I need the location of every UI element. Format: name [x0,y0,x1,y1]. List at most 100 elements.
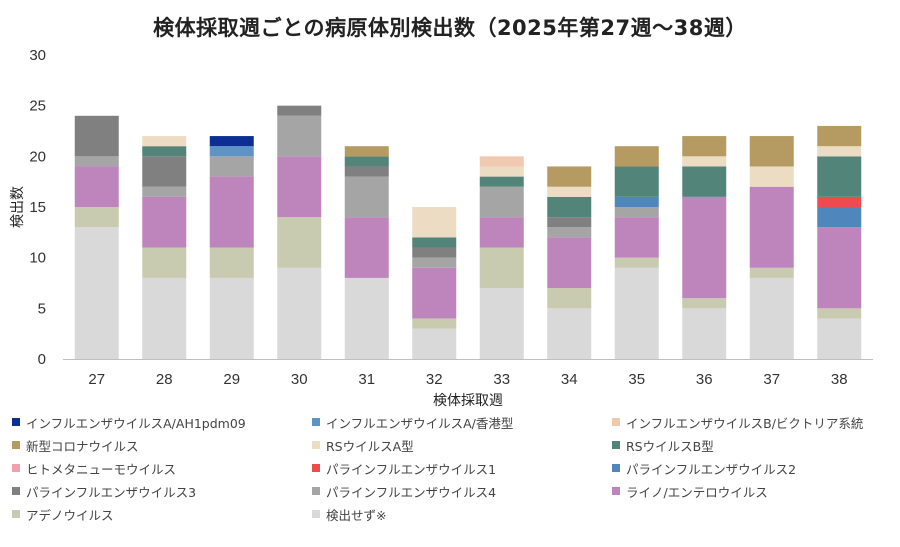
legend-label: インフルエンザウイルスB/ビクトリア系統 [626,415,864,431]
bar-segment [479,186,524,218]
bar-segment [209,176,254,248]
x-tick-label: 33 [493,371,510,388]
bar-segment [412,267,457,319]
bar-segment [614,207,659,218]
bar-segment [142,186,187,197]
legend-item: インフルエンザウイルスA/香港型 [312,414,612,431]
legend-label: インフルエンザウイルスA/香港型 [326,415,514,431]
bar-segment [614,146,659,167]
bar-segment [479,247,524,289]
bar-segment [614,267,659,359]
bar-segment [412,257,457,268]
bar-segment [682,166,727,197]
legend-item: 検出せず※ [312,506,612,523]
x-axis-title: 検体採取週 [433,393,503,409]
bar-segment [817,227,862,309]
y-tick-label: 25 [29,98,46,115]
bar-segment [749,166,794,187]
bar-segment [547,288,592,309]
bar-segment [209,156,254,177]
bar-segment [412,318,457,329]
legend-label: パラインフルエンザウイルス4 [326,484,497,500]
legend-swatch-icon [12,487,20,495]
bar-segment [412,247,457,258]
bar-segment [479,166,524,177]
x-tick-label: 28 [156,371,173,388]
x-tick-label: 31 [358,371,375,388]
legend-item: 新型コロナウイルス [12,437,312,454]
legend-item: RSウイルスB型 [612,437,900,454]
bar-segment [344,156,389,167]
legend-label: パラインフルエンザウイルス2 [626,461,797,477]
bar-segment [547,217,592,228]
bar-segment [547,166,592,187]
bar-segment [277,156,322,218]
bar-segment [344,166,389,177]
legend-swatch-icon [612,418,620,426]
legend-swatch-icon [612,487,620,495]
bar-segment [479,176,524,187]
legend-swatch-icon [312,510,320,518]
bar-segment [479,217,524,248]
bar-segment [209,247,254,278]
bar-segment [277,105,322,116]
legend-label: RSウイルスB型 [626,438,714,454]
legend-swatch-icon [12,464,20,472]
legend-swatch-icon [612,441,620,449]
bar-segment [142,136,187,147]
bar-segment [74,227,119,359]
bar-segment [749,136,794,167]
legend-swatch-icon [612,464,620,472]
legend-swatch-icon [312,441,320,449]
legend-label: パラインフルエンザウイルス3 [26,484,197,500]
bar-segment [142,247,187,278]
legend-item: パラインフルエンザウイルス2 [612,460,900,477]
bar-segment [749,277,794,359]
bar-segment [682,196,727,299]
legend-label: アデノウイルス [26,507,114,523]
legend-label: インフルエンザウイルスA/AH1pdm09 [26,415,246,431]
legend-swatch-icon [12,441,20,449]
y-tick-label: 0 [38,351,46,368]
legend-swatch-icon [12,510,20,518]
y-tick-label: 5 [38,300,46,317]
bar-segment [344,146,389,157]
bar-segment [614,166,659,197]
legend: インフルエンザウイルスA/AH1pdm09 インフルエンザウイルスA/香港型 インフ… [12,414,900,523]
x-tick-label: 34 [561,371,578,388]
bar-segment [682,156,727,167]
legend-item: アデノウイルス [12,506,312,523]
bar-segment [547,308,592,359]
bar-segment [547,186,592,197]
bar-segment [547,227,592,238]
bar-segment [142,146,187,157]
bar-segment [74,207,119,228]
bar-segment [817,207,862,228]
bar-segment [682,298,727,309]
bar-segment [412,328,457,359]
legend-item: パラインフルエンザウイルス1 [312,460,612,477]
bar-segment [682,308,727,359]
x-tick-label: 29 [223,371,240,388]
x-tick-label: 38 [831,371,848,388]
bar-segment [142,156,187,187]
x-tick-label: 35 [628,371,645,388]
bar-segment [277,115,322,157]
legend-item: パラインフルエンザウイルス4 [312,483,612,500]
legend-item: パラインフルエンザウイルス3 [12,483,312,500]
bar-segment [614,217,659,258]
legend-item: RSウイルスA型 [312,437,612,454]
legend-swatch-icon [12,418,20,426]
bar-segment [749,186,794,268]
bar-segment [74,166,119,207]
bar-segment [547,196,592,218]
bar-segment [682,136,727,157]
bar-segment [817,156,862,197]
legend-label: パラインフルエンザウイルス1 [326,461,497,477]
bar-segment [817,146,862,157]
bar-segment [479,288,524,359]
bar-segment [547,237,592,289]
legend-swatch-icon [312,487,320,495]
bar-segment [614,196,659,207]
bar-segment [209,136,254,147]
